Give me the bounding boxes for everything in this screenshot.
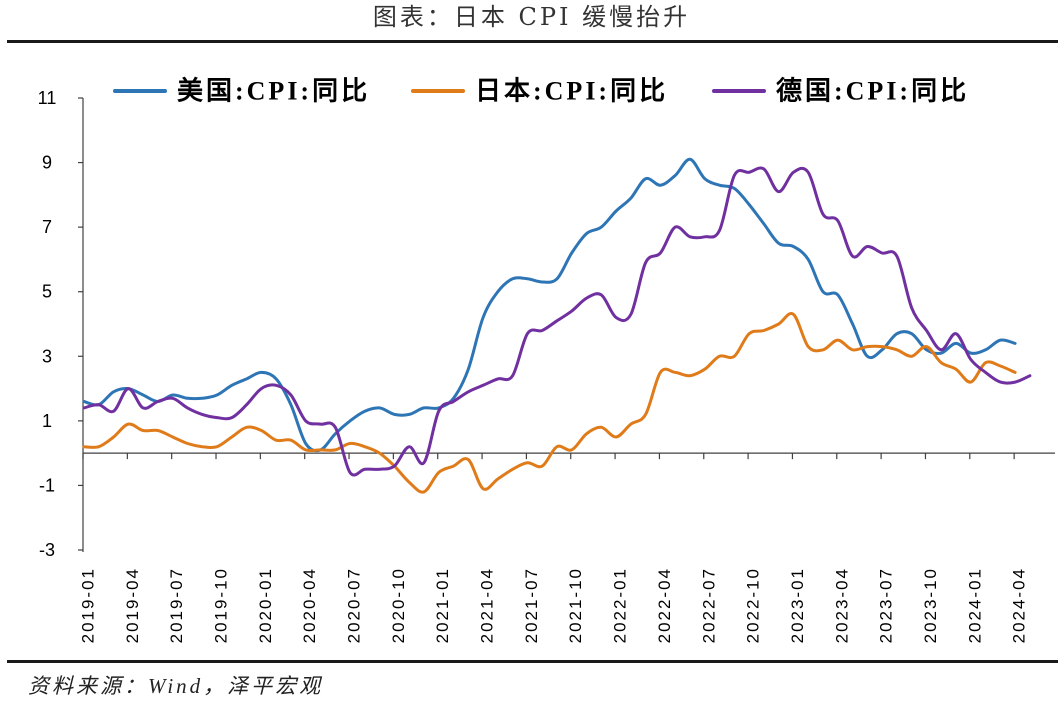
bottom-rule (7, 660, 1058, 663)
page-title: 图表：日本 CPI 缓慢抬升 (372, 3, 691, 31)
legend-label: 美国:CPI:同比 (177, 76, 370, 106)
x-tick-label: 2023-07 (877, 567, 896, 643)
legend-label: 日本:CPI:同比 (475, 77, 668, 106)
y-tick-label: 11 (38, 88, 57, 108)
x-tick-label: 2022-10 (744, 567, 763, 643)
y-tick-label: 1 (42, 411, 52, 431)
y-tick-label: -3 (39, 540, 55, 560)
x-tick-label: 2021-04 (478, 567, 497, 643)
x-tick-label: 2020-01 (256, 567, 275, 643)
x-tick-label: 2022-01 (611, 567, 630, 643)
x-tick-label: 2020-10 (389, 567, 408, 643)
legend: 美国:CPI:同比 日本:CPI:同比 德国:CPI:同比 (113, 76, 969, 106)
series-lines (82, 157, 1032, 494)
y-tick-label: 7 (42, 217, 52, 237)
x-tick-label: 2024-01 (965, 567, 984, 643)
y-tick-label: 9 (42, 153, 52, 173)
legend-item-germany: 德国:CPI:同比 (712, 77, 969, 106)
legend-item-japan: 日本:CPI:同比 (411, 77, 668, 106)
y-tick-label: 3 (42, 346, 52, 366)
legend-label: 德国:CPI:同比 (776, 77, 969, 106)
x-tick-label: 2022-07 (699, 567, 718, 643)
x-tick-label: 2022-04 (655, 567, 674, 643)
y-tick-label: 5 (42, 282, 52, 302)
x-tick-label: 2021-01 (433, 567, 452, 643)
x-tick-label: 2023-10 (921, 567, 940, 643)
x-tick-label: 2019-04 (123, 567, 142, 643)
legend-item-us: 美国:CPI:同比 (113, 76, 370, 106)
x-tick-label: 2020-04 (300, 567, 319, 643)
x-tick-label: 2019-10 (212, 567, 231, 643)
y-tick-label: -1 (39, 475, 55, 495)
us-cpi-yoy-line (82, 157, 1017, 453)
x-tick-label: 2020-07 (345, 567, 364, 643)
x-axis: 2019-01 2019-04 2019-07 2019-10 2020-01 2020-… (79, 452, 1055, 643)
x-tick-label: 2019-01 (79, 567, 98, 643)
source-note: 资料来源：Wind，泽平宏观 (28, 674, 324, 698)
x-tick-label: 2023-01 (788, 567, 807, 643)
x-tick-label: 2021-10 (566, 567, 585, 643)
x-tick-label: 2023-04 (832, 567, 851, 643)
japan-cpi-yoy-line (82, 312, 1017, 494)
x-tick-label: 2019-07 (167, 567, 186, 643)
top-rule (7, 40, 1058, 43)
x-tick-label: 2021-07 (522, 567, 541, 643)
y-axis: 11 9 7 5 3 1 -1 -3 (38, 88, 84, 560)
germany-cpi-yoy-line (82, 166, 1032, 477)
x-tick-label: 2024-04 (1010, 567, 1029, 643)
